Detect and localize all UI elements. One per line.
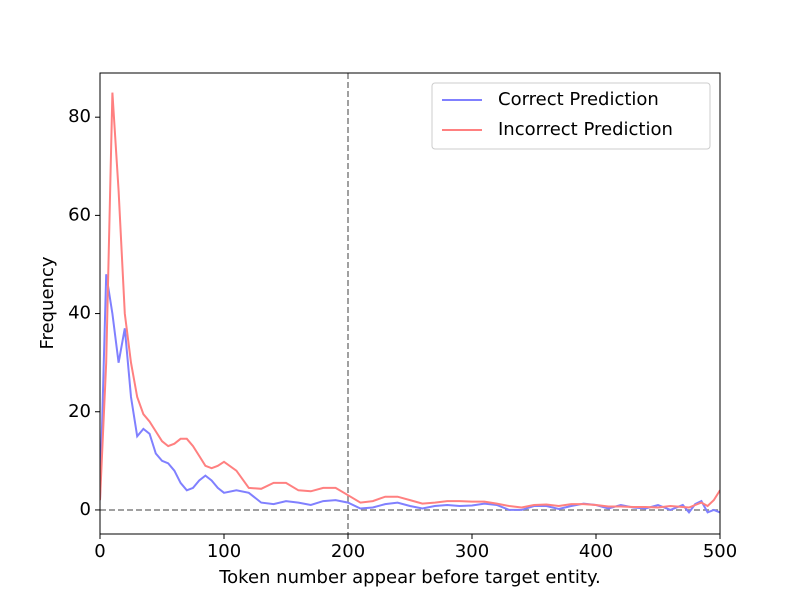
x-tick-label: 200	[331, 541, 365, 562]
y-tick-label: 20	[68, 401, 91, 422]
y-tick-label: 40	[68, 303, 91, 324]
x-tick-label: 100	[207, 541, 241, 562]
legend-label: Incorrect Prediction	[498, 119, 673, 140]
x-tick-label: 300	[455, 541, 489, 562]
y-tick-label: 80	[68, 106, 91, 127]
x-tick-label: 500	[703, 541, 737, 562]
legend-label: Correct Prediction	[498, 89, 659, 110]
data-line	[100, 274, 720, 515]
x-tick-label: 0	[94, 541, 105, 562]
y-tick-label: 0	[80, 499, 91, 520]
y-tick-label: 60	[68, 204, 91, 225]
legend-box	[431, 82, 711, 150]
y-axis-label: Frequency	[37, 256, 58, 349]
x-axis-label: Token number appear before target entity…	[218, 567, 601, 588]
plot-frame	[99, 72, 721, 535]
x-tick-label: 400	[579, 541, 613, 562]
data-line	[100, 92, 720, 509]
